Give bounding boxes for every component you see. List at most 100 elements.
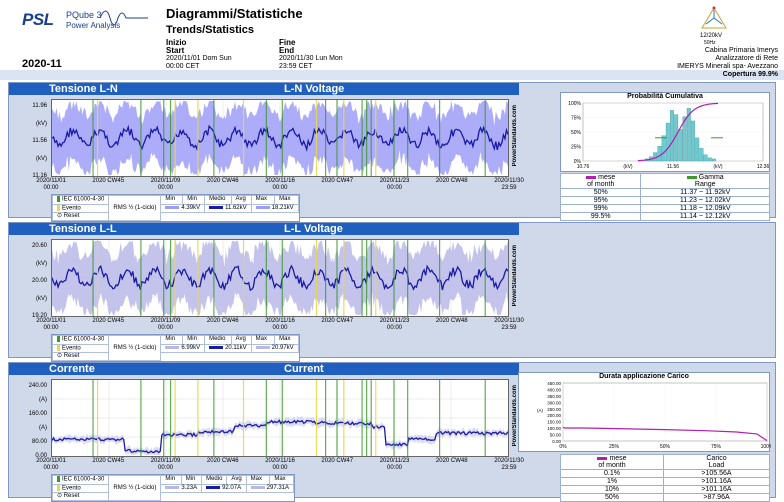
col-range-it: Gamma (698, 174, 724, 181)
report-header: PSL PQube 3 Power Analysis Diagrammi/Sta… (0, 0, 784, 78)
cumulative-curve (637, 102, 719, 162)
col-month-en: of month (587, 181, 615, 188)
x-tick-label: 2020 CW48 (435, 458, 468, 464)
y-tick-label: 240.00 (28, 383, 47, 389)
load-header-month: mese of month (560, 454, 664, 470)
load-duration-table: mese of month Carico Load 0.1% >105.56A 1% >… (560, 454, 770, 502)
legend-rms: RMS ½ (1-ciclo) (108, 474, 162, 502)
legend-min-header-en: Min (182, 335, 206, 345)
trend-legend: IEC 61000-4-30 RMS ½ (1-ciclo) Min Min M… (51, 194, 300, 223)
y-tick-label: (kV) (36, 295, 47, 302)
cum-y-tick: 25% (571, 145, 582, 151)
panel-title-en: L-N Voltage (284, 83, 345, 95)
legend-avg-value: 20.11kV (204, 343, 252, 354)
reset-icon: ⊙ (57, 493, 64, 500)
trend-legend: IEC 61000-4-30 RMS ½ (1-ciclo) Min Min M… (51, 474, 296, 502)
histogram-bar (707, 157, 712, 162)
load-x-tick: 0% (559, 444, 567, 450)
cumulative-chart: Probabilità Cumulativa 100% 75% 50% 25% 0% 10… (560, 92, 770, 172)
trend-svg (51, 240, 509, 316)
average-line (51, 419, 509, 454)
end-label-en: End (279, 46, 295, 55)
histogram-bar (657, 146, 662, 162)
load-y-tick: 400.00 (547, 387, 561, 392)
legend-max-header: Max (250, 335, 276, 345)
col-month-en: of month (598, 462, 626, 469)
start-time: 00:00 CET (166, 63, 200, 70)
site-line-3: IMERYS Minerali spa- Avezzano (677, 63, 778, 70)
watermark: PowerStandards.com (512, 105, 518, 167)
max-swatch (255, 205, 270, 209)
legend-standard: IEC 61000-4-30 (51, 475, 110, 485)
logo-product: PQube 3 (66, 10, 102, 20)
histogram-bar (661, 135, 666, 162)
legend-min-header: Min (160, 195, 184, 205)
legend-min-value: 3.23A (160, 483, 203, 494)
legend-max-header-en: Max (274, 335, 299, 345)
event-swatch (57, 484, 60, 491)
x-tick-label: 2020/11/01 00:00 (36, 458, 66, 471)
load-y-tick: 200.00 (547, 413, 561, 418)
event-swatch (57, 204, 60, 211)
cell-pct: 1% (560, 477, 664, 486)
average-line (51, 264, 509, 291)
trend-svg (51, 380, 509, 456)
panel-ll: Tensione L-L L-L Voltage 20.60 (kV) 20.00 (k… (8, 222, 776, 363)
cum-x-tick: (kV) (713, 164, 723, 170)
x-tick-label: 2020 CW48 (435, 318, 468, 324)
cum-y-tick: 50% (571, 130, 582, 136)
panel-title-en: Current (284, 363, 324, 375)
report-title-it: Diagrammi/Statistiche (166, 6, 303, 21)
start-label-it: Inizio (166, 38, 187, 47)
legend-min-value: 4.39kV (160, 203, 206, 214)
cum-x-tick: 12.36 (757, 164, 770, 170)
x-tick-label: 2020/11/30 23:59 (494, 178, 524, 191)
legend-avg-value: 11.62kV (204, 203, 252, 214)
cell-range: 11.37 ~ 11.92kV (640, 188, 770, 197)
x-tick-label: 2020/11/09 00:00 (150, 458, 181, 471)
trend-plot (51, 379, 509, 457)
x-tick-label: 2020 CW47 (321, 458, 354, 464)
x-tick-label: 2020/11/01 00:00 (36, 318, 66, 331)
x-tick-label: 2020 CW45 (92, 318, 125, 324)
cell-load: >105.56A (663, 469, 770, 478)
col-load-en: Load (708, 462, 725, 469)
y-tick-label: 0.00 (35, 453, 47, 459)
col-range-en: Range (694, 181, 716, 188)
cumulative-table: mese of month Gamma Range 50% 11.37 ~ 11.92… (559, 173, 770, 221)
site-line-1: Cabina Primaria Imerys (704, 47, 778, 54)
legend-avg-header-en: Avg (226, 475, 247, 485)
cum-y-tick: 100% (568, 101, 581, 107)
cell-pct: 99.5% (559, 212, 642, 221)
legend-avg-header: Medio (204, 335, 232, 345)
device-voltage: 12/20kV (700, 33, 723, 39)
trend-plot (51, 99, 509, 177)
standard-swatch (57, 196, 60, 202)
report-period: 2020-11 (22, 58, 62, 70)
avg-swatch (209, 345, 224, 349)
cum-x-tick: (kV) (623, 164, 633, 170)
legend-avg-header: Medio (204, 195, 232, 205)
report-title-en: Trends/Statistics (166, 24, 255, 36)
cum-x-tick: 10.76 (577, 164, 590, 170)
y-tick-label: 11.56 (32, 138, 47, 144)
cell-load: >101.16A (663, 485, 770, 494)
x-tick-label: 2020 CW45 (92, 178, 125, 184)
histogram-bar (670, 110, 674, 162)
panel-title-it: Corrente (49, 363, 95, 375)
load-y-tick: 350.00 (547, 394, 561, 399)
cell-range: 11.18 ~ 12.09kV (640, 204, 770, 213)
x-tick-label: 2020 CW47 (321, 178, 354, 184)
end-date: 2020/11/30 Lun Mon (279, 55, 343, 62)
event-swatch (57, 344, 60, 351)
panel-title-bar: Tensione L-N L-N Voltage (9, 83, 519, 95)
load-x-tick: 25% (609, 444, 620, 450)
avg-swatch (206, 485, 221, 489)
trend-svg (51, 100, 509, 176)
y-tick-label: (A) (39, 397, 47, 403)
table-row: 99.5% 11.14 ~ 12.12kV (559, 212, 770, 221)
cum-x-tick: 11.56 (667, 164, 679, 170)
y-tick-label: 11.96 (32, 103, 47, 109)
table-row: 50% 11.37 ~ 11.92kV (559, 188, 770, 197)
legend-min-header-en: Min (182, 195, 206, 205)
